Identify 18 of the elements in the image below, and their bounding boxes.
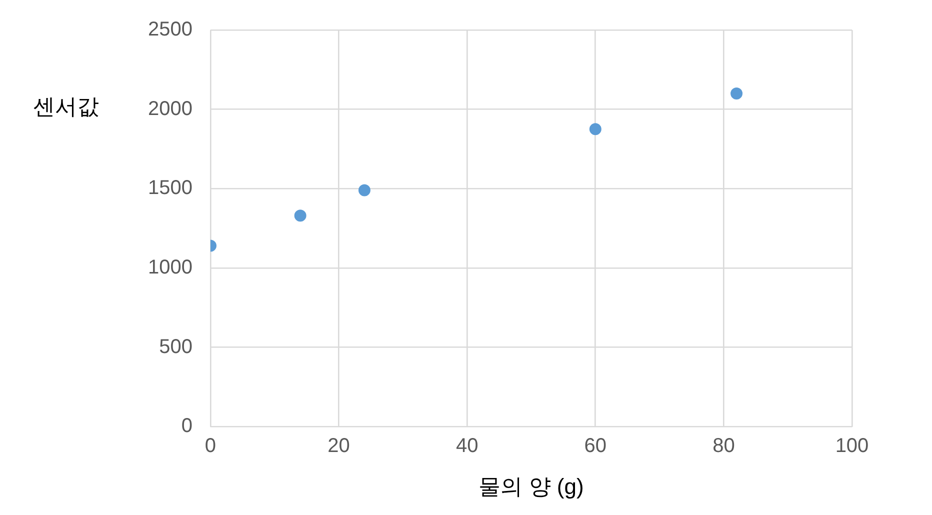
point — [358, 184, 370, 196]
x-tick-label: 0 — [204, 435, 216, 458]
x-tick-label: 60 — [584, 435, 607, 458]
point — [294, 210, 306, 222]
y-tick-label: 2500 — [148, 18, 192, 41]
y-tick-label: 1000 — [148, 256, 192, 278]
x-tick-label: 100 — [835, 435, 869, 458]
y-tick-label: 500 — [159, 336, 192, 358]
x-tick-label: 80 — [712, 435, 735, 458]
x-tick-label: 40 — [456, 435, 478, 458]
x-tick-label: 20 — [328, 435, 350, 458]
point — [730, 87, 743, 100]
point — [589, 123, 602, 136]
y-tick-label: 2000 — [148, 98, 192, 120]
y-axis-title: 센서값 — [33, 94, 99, 120]
x-axis-title: 물의 양 (g) — [478, 474, 584, 499]
y-tick-label: 1500 — [148, 177, 192, 200]
y-tick-label: 0 — [181, 415, 192, 438]
